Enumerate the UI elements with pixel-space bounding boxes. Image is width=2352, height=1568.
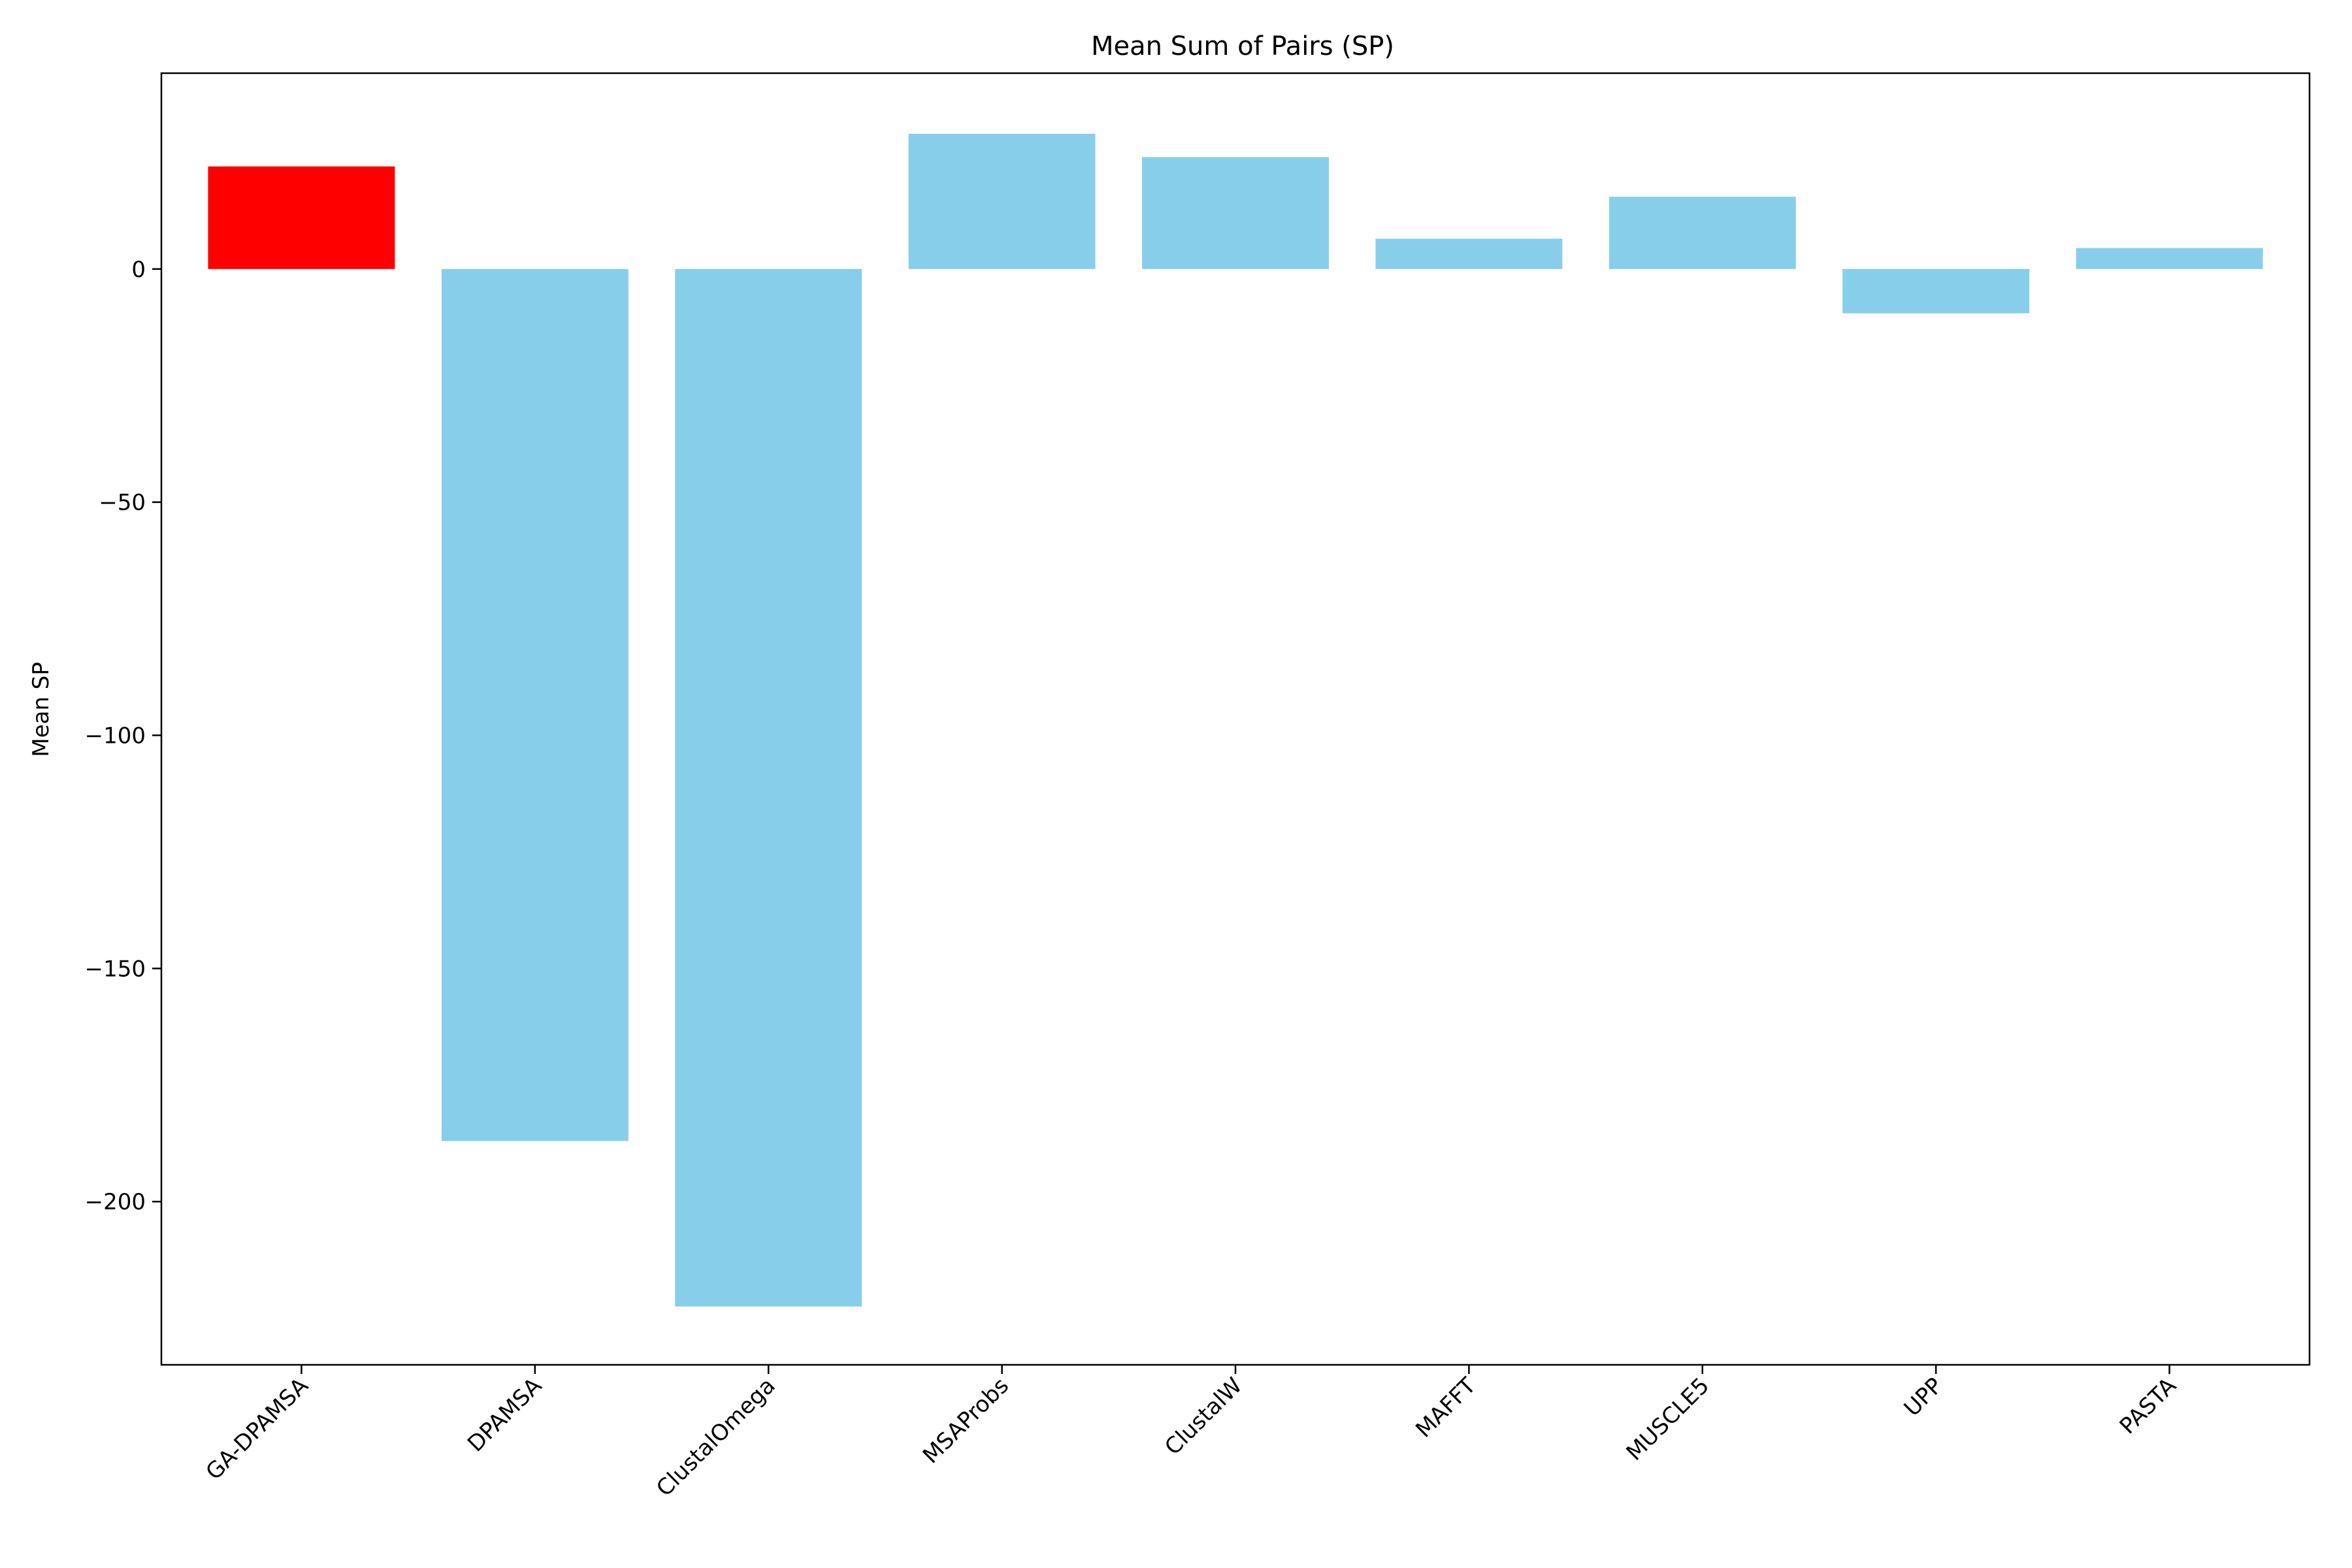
y-tick-label: −100 [85,723,146,749]
y-ticks-layer: 0 −50 −100 −150 −200 [85,257,161,1215]
y-tick-label: −50 [99,490,146,516]
plot-frame [160,72,2311,1366]
y-tick-label: −150 [85,956,146,982]
bar-clustalomega [675,269,862,1307]
bar-mafft [1375,238,1563,269]
y-tick-label: 0 [131,257,146,283]
bar-msaprobs [908,133,1096,269]
bar-clustalw [1142,157,1329,269]
bar-pasta [2076,248,2263,269]
chart-title: Mean Sum of Pairs (SP) [1091,31,1394,61]
y-axis-label: Mean SP [28,662,54,757]
bars-layer [208,133,2263,1307]
bar-upp [1842,269,2030,314]
bar-muscle5 [1609,197,1796,269]
bar-dpamsa [441,269,629,1141]
y-tick-label: −200 [85,1189,146,1215]
bar-ga-dpamsa [208,166,395,269]
